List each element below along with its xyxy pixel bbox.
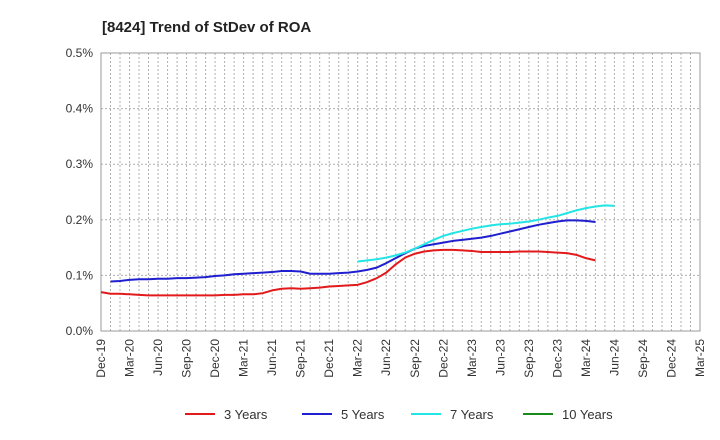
legend-label: 10 Years [562, 407, 613, 422]
x-tick-label: Jun-20 [151, 339, 165, 376]
x-tick-label: Mar-25 [693, 339, 707, 377]
x-tick-label: Jun-23 [493, 339, 507, 376]
series-lines [100, 204, 615, 297]
x-tick-label: Jun-24 [607, 339, 621, 376]
plot-area [100, 52, 701, 332]
y-tick-label: 0.1% [66, 268, 94, 282]
y-tick-label: 0.2% [66, 213, 94, 227]
x-tick-label: Mar-24 [579, 339, 593, 377]
x-tick-label: Mar-20 [123, 339, 137, 377]
x-tick-label: Dec-22 [436, 339, 450, 378]
x-tick-label: Sep-21 [294, 339, 308, 378]
x-tick-label: Dec-24 [664, 339, 678, 378]
x-tick-label: Mar-22 [351, 339, 365, 377]
x-tick-label: Jun-21 [265, 339, 279, 376]
series-line [100, 248, 596, 297]
legend-label: 3 Years [224, 407, 268, 422]
x-tick-label: Jun-22 [379, 339, 393, 376]
series-line [110, 219, 596, 283]
y-tick-label: 0.3% [66, 157, 94, 171]
x-tick-label: Mar-23 [465, 339, 479, 377]
series-line [357, 204, 615, 263]
x-tick-label: Dec-20 [208, 339, 222, 378]
legend-label: 7 Years [450, 407, 494, 422]
x-tick-label: Mar-21 [237, 339, 251, 377]
y-tick-label: 0.4% [66, 102, 94, 116]
x-tick-label: Sep-24 [636, 339, 650, 378]
chart-title: [8424] Trend of StDev of ROA [102, 19, 311, 36]
legend-label: 5 Years [341, 407, 385, 422]
y-tick-label: 0.0% [66, 324, 94, 338]
x-tick-label: Dec-19 [94, 339, 108, 378]
grid [101, 53, 700, 331]
x-tick-label: Sep-20 [180, 339, 194, 378]
y-axis: 0.0% 0.1% 0.2% 0.3% 0.4% 0.5% [66, 46, 94, 338]
legend: 3 Years 5 Years 7 Years 10 Years [185, 407, 613, 422]
x-tick-label: Dec-21 [322, 339, 336, 378]
y-tick-label: 0.5% [66, 46, 94, 60]
x-tick-label: Sep-23 [522, 339, 536, 378]
x-tick-label: Dec-23 [550, 339, 564, 378]
x-axis: Dec-19 Mar-20 Jun-20 Sep-20 Dec-20 Mar-21 Jun-… [94, 339, 707, 378]
x-tick-label: Sep-22 [408, 339, 422, 378]
